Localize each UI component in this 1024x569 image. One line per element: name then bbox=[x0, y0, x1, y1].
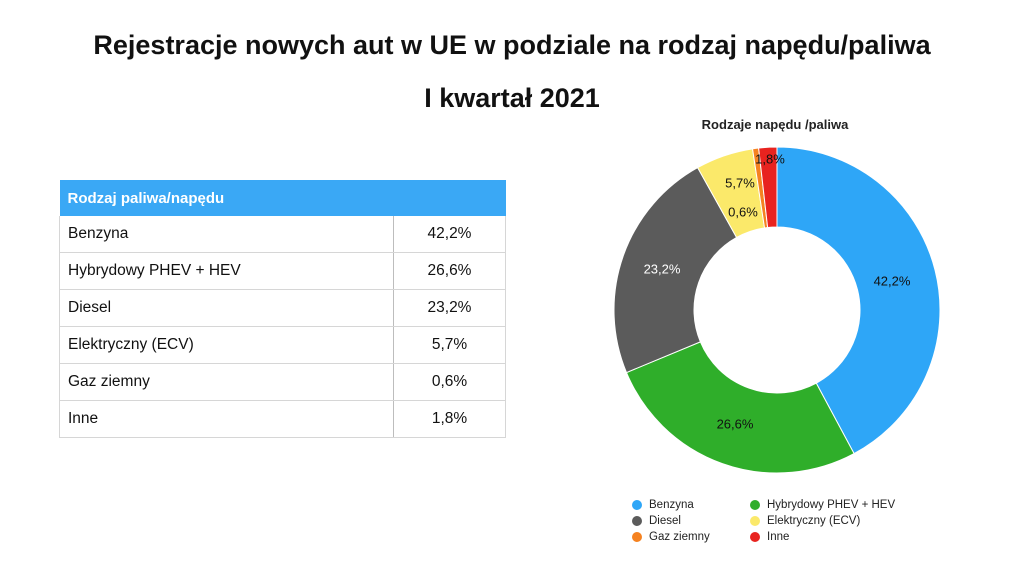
legend-swatch bbox=[750, 500, 760, 510]
table-cell-value: 0,6% bbox=[393, 363, 506, 401]
table-cell-label: Elektryczny (ECV) bbox=[59, 326, 394, 364]
data-label: 1,8% bbox=[755, 151, 785, 166]
legend-item: Elektryczny (ECV) bbox=[750, 515, 860, 527]
table-cell-value: 1,8% bbox=[393, 400, 506, 438]
data-label: 0,6% bbox=[728, 204, 758, 219]
table-cell-label: Diesel bbox=[59, 289, 394, 327]
data-label: 26,6% bbox=[717, 416, 754, 431]
donut-slice-inne bbox=[758, 146, 778, 229]
table-cell-label: Benzyna bbox=[59, 216, 394, 253]
legend-item: Diesel bbox=[632, 515, 681, 527]
table-row: Elektryczny (ECV) 5,7% bbox=[59, 326, 506, 364]
legend-label: Gaz ziemny bbox=[649, 531, 710, 543]
data-label: 42,2% bbox=[874, 273, 911, 288]
legend-label: Inne bbox=[767, 531, 790, 543]
table-row: Diesel 23,2% bbox=[59, 289, 506, 327]
legend-item: Hybrydowy PHEV + HEV bbox=[750, 499, 895, 511]
legend-label: Elektryczny (ECV) bbox=[767, 515, 861, 527]
legend-label: Hybrydowy PHEV + HEV bbox=[767, 499, 896, 511]
data-label: 23,2% bbox=[644, 261, 681, 276]
table-cell-label: Gaz ziemny bbox=[59, 363, 394, 401]
data-label: 5,7% bbox=[725, 175, 755, 190]
table-header: Rodzaj paliwa/napędu bbox=[59, 180, 506, 216]
legend-swatch bbox=[632, 500, 642, 510]
legend-swatch bbox=[632, 516, 642, 526]
legend-swatch bbox=[750, 532, 760, 542]
legend-label: Diesel bbox=[649, 515, 681, 527]
chart-title-line1: Rejestracje nowych aut w UE w podziale n… bbox=[93, 30, 931, 60]
legend-label: Benzyna bbox=[649, 499, 694, 511]
donut-slice-hybrydowy-phev-hev bbox=[625, 341, 855, 474]
table-row: Gaz ziemny 0,6% bbox=[59, 363, 506, 401]
donut-slice-diesel bbox=[613, 166, 738, 374]
table-cell-value: 26,6% bbox=[393, 252, 506, 290]
table-cell-value: 5,7% bbox=[393, 326, 506, 364]
table-cell-label: Hybrydowy PHEV + HEV bbox=[59, 252, 394, 290]
legend-item: Gaz ziemny bbox=[632, 531, 710, 543]
table-cell-value: 23,2% bbox=[393, 289, 506, 327]
chart-title-line2: I kwartał 2021 bbox=[424, 83, 600, 113]
donut-chart-title: Rodzaje napędu /paliwa bbox=[701, 117, 849, 132]
table-header-row: Rodzaj paliwa/napędu bbox=[59, 180, 506, 216]
table-row: Benzyna 42,2% bbox=[59, 216, 506, 253]
legend-item: Inne bbox=[750, 531, 789, 543]
legend-swatch bbox=[750, 516, 760, 526]
table-cell-value: 42,2% bbox=[393, 216, 506, 253]
table-row: Inne 1,8% bbox=[59, 400, 506, 438]
table-cell-label: Inne bbox=[59, 400, 394, 438]
legend-swatch bbox=[632, 532, 642, 542]
legend-item: Benzyna bbox=[632, 499, 694, 511]
table-row: Hybrydowy PHEV + HEV 26,6% bbox=[59, 252, 506, 290]
fuel-type-table: Rodzaj paliwa/napędu Benzyna 42,2% Hybry… bbox=[59, 180, 506, 438]
donut-slice-benzyna bbox=[776, 146, 941, 455]
